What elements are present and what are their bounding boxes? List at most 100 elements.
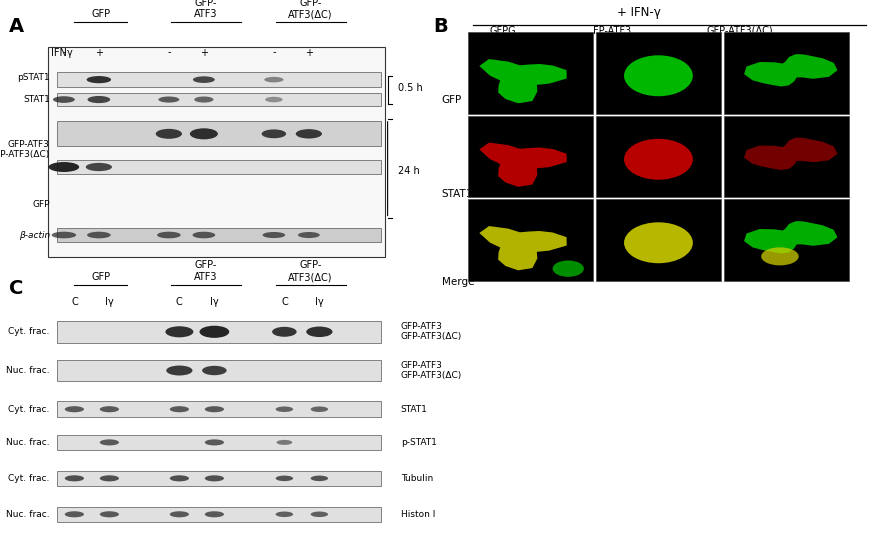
Text: Tubulin: Tubulin — [401, 474, 433, 483]
Text: +: + — [200, 48, 208, 58]
Text: 24 h: 24 h — [398, 166, 420, 176]
Ellipse shape — [65, 511, 84, 518]
Ellipse shape — [158, 97, 179, 103]
Ellipse shape — [52, 96, 75, 103]
Text: GFP-ATF3
GFP-ATF3(ΔC): GFP-ATF3 GFP-ATF3(ΔC) — [401, 361, 462, 380]
Text: GFP-ATF3(ΔC): GFP-ATF3(ΔC) — [706, 26, 773, 36]
Bar — [57, 321, 381, 343]
Text: -: - — [272, 48, 276, 58]
Text: pSTAT1: pSTAT1 — [18, 73, 50, 82]
Bar — [724, 199, 849, 281]
Polygon shape — [744, 221, 837, 253]
Ellipse shape — [200, 326, 229, 338]
Polygon shape — [480, 143, 567, 187]
Ellipse shape — [193, 76, 215, 83]
Ellipse shape — [166, 366, 192, 375]
Ellipse shape — [65, 476, 84, 481]
Ellipse shape — [194, 97, 214, 103]
Bar — [57, 92, 381, 106]
Text: GFP-
ATF3: GFP- ATF3 — [194, 260, 217, 282]
Ellipse shape — [170, 406, 189, 413]
Text: 0.5 h: 0.5 h — [398, 84, 423, 93]
Text: Merge: Merge — [442, 277, 474, 287]
Text: Histon I: Histon I — [401, 510, 435, 519]
Text: C: C — [9, 279, 23, 298]
Text: GFP: GFP — [91, 272, 110, 282]
Bar — [468, 32, 593, 114]
Text: Iγ: Iγ — [315, 297, 324, 307]
Ellipse shape — [156, 129, 182, 139]
Polygon shape — [744, 138, 837, 170]
Text: -: - — [62, 48, 66, 58]
Text: STAT1: STAT1 — [23, 95, 50, 104]
Polygon shape — [480, 59, 567, 103]
Ellipse shape — [100, 406, 119, 413]
Ellipse shape — [88, 232, 110, 238]
Ellipse shape — [192, 232, 215, 238]
Text: GFP: GFP — [32, 200, 50, 209]
Ellipse shape — [262, 129, 286, 138]
Ellipse shape — [165, 326, 193, 337]
Text: Cyt. frac.: Cyt. frac. — [9, 474, 50, 483]
Text: p-STAT1: p-STAT1 — [401, 438, 437, 447]
Ellipse shape — [276, 440, 292, 445]
Ellipse shape — [624, 55, 693, 96]
Text: STAT1: STAT1 — [401, 405, 428, 414]
Text: C: C — [281, 297, 288, 307]
Ellipse shape — [265, 97, 283, 102]
Ellipse shape — [205, 439, 224, 446]
Text: IFNγ: IFNγ — [51, 48, 73, 58]
Ellipse shape — [272, 327, 297, 337]
Ellipse shape — [296, 129, 322, 139]
Bar — [724, 116, 849, 197]
Ellipse shape — [205, 511, 224, 518]
Text: GFPG: GFPG — [490, 26, 516, 36]
Bar — [57, 72, 381, 87]
Bar — [48, 47, 385, 257]
Text: Cyt. frac.: Cyt. frac. — [9, 327, 50, 336]
Ellipse shape — [311, 476, 328, 481]
Bar — [57, 228, 381, 242]
Bar — [596, 116, 721, 197]
Text: Nuc. frac.: Nuc. frac. — [6, 438, 50, 447]
Bar — [57, 471, 381, 486]
Ellipse shape — [100, 439, 119, 446]
Bar — [468, 116, 593, 197]
Bar — [57, 160, 381, 174]
Ellipse shape — [170, 511, 189, 518]
Bar — [57, 435, 381, 450]
Text: FP-ATF3: FP-ATF3 — [593, 26, 632, 36]
Ellipse shape — [86, 163, 112, 171]
Text: GFP-ATF3
GFP-ATF3(ΔC): GFP-ATF3 GFP-ATF3(ΔC) — [401, 322, 462, 342]
Ellipse shape — [205, 406, 224, 413]
Bar — [468, 199, 593, 281]
Ellipse shape — [170, 476, 189, 481]
Ellipse shape — [65, 406, 84, 413]
Text: Iγ: Iγ — [210, 297, 219, 307]
Text: + IFN-γ: + IFN-γ — [617, 6, 661, 19]
Text: -: - — [167, 48, 171, 58]
Text: STAT1: STAT1 — [442, 189, 473, 199]
Text: GFP: GFP — [442, 95, 462, 105]
Text: A: A — [9, 17, 24, 35]
Ellipse shape — [264, 77, 284, 82]
Ellipse shape — [311, 512, 328, 517]
Ellipse shape — [87, 76, 111, 83]
Ellipse shape — [306, 326, 332, 337]
Ellipse shape — [311, 406, 328, 412]
Ellipse shape — [100, 511, 119, 518]
Ellipse shape — [761, 247, 799, 265]
Text: Iγ: Iγ — [105, 297, 114, 307]
Ellipse shape — [205, 476, 224, 481]
Bar — [57, 507, 381, 522]
Bar — [596, 32, 721, 114]
Ellipse shape — [88, 96, 110, 103]
Bar — [57, 121, 381, 146]
Ellipse shape — [298, 232, 320, 238]
Text: GFP-
ATF3(ΔC): GFP- ATF3(ΔC) — [289, 260, 332, 282]
Text: GFP-
ATF3(ΔC): GFP- ATF3(ΔC) — [289, 0, 332, 19]
Polygon shape — [480, 226, 567, 270]
Text: +: + — [94, 48, 103, 58]
Text: Cyt. frac.: Cyt. frac. — [9, 405, 50, 414]
Ellipse shape — [158, 232, 181, 238]
